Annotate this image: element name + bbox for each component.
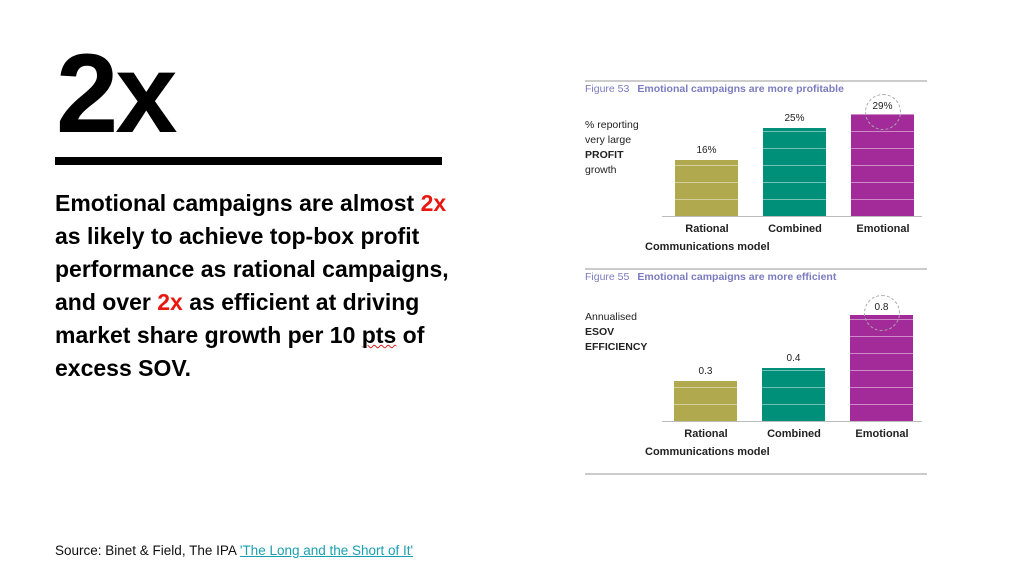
text: of excess SOV. xyxy=(55,322,425,381)
x-axis-title: Communications model xyxy=(645,241,770,253)
y-label-line: growth xyxy=(585,164,617,176)
figure-title: Figure 53 Emotional campaigns are more pr… xyxy=(585,83,844,95)
x-tick-label: Emotional xyxy=(856,223,910,235)
x-axis-baseline xyxy=(662,216,922,217)
y-axis-label: Annualised ESOV EFFICIENCY xyxy=(585,310,647,355)
highlight: 2x xyxy=(420,190,447,216)
text: as likely to achieve top-box profit perf… xyxy=(55,223,449,315)
source-citation: Source: Binet & Field, The IPA 'The Long… xyxy=(55,543,413,558)
bar-rational xyxy=(675,159,738,216)
bar-rational xyxy=(674,381,737,421)
source-link[interactable]: 'The Long and the Short of It' xyxy=(239,543,414,558)
figure-caption: Emotional campaigns are more profitable xyxy=(637,83,844,95)
bar-combined xyxy=(762,368,825,421)
x-axis-title: Communications model xyxy=(645,446,770,458)
y-label-line: very large xyxy=(585,134,632,146)
x-tick-label: Emotional xyxy=(855,428,909,440)
highlight-circle xyxy=(865,94,901,130)
x-tick-label: Rational xyxy=(684,428,728,440)
figure-number: Figure 53 xyxy=(585,83,630,95)
bar-combined xyxy=(763,128,826,216)
bar-emotional xyxy=(851,114,914,216)
spellcheck-word: pts xyxy=(361,322,397,348)
y-label-line: ESOV xyxy=(585,326,615,338)
y-label-line: % reporting xyxy=(585,119,639,131)
data-label: 0.4 xyxy=(786,353,801,364)
y-axis-label: % reporting very large PROFIT growth xyxy=(585,118,639,178)
data-label: 25% xyxy=(784,113,805,125)
headline: 2x xyxy=(56,31,178,156)
bar-emotional xyxy=(850,315,913,421)
body-text: Emotional campaigns are almost 2x as lik… xyxy=(55,187,475,385)
figure-number: Figure 55 xyxy=(585,271,630,283)
x-tick-label: Combined xyxy=(767,428,821,440)
y-label-line: EFFICIENCY xyxy=(585,341,648,353)
x-tick-label: Rational xyxy=(685,223,729,235)
highlight: 2x xyxy=(157,289,183,315)
figure-title: Figure 55 Emotional campaigns are more ef… xyxy=(585,271,836,283)
divider xyxy=(55,157,442,165)
chart-top-rule xyxy=(585,268,927,270)
text: Emotional campaigns are almost xyxy=(55,190,421,216)
data-label: 16% xyxy=(696,144,717,156)
source-text: Source: Binet & Field, The IPA xyxy=(55,543,240,558)
chart-top-rule xyxy=(585,80,927,82)
data-label: 0.3 xyxy=(698,366,713,378)
y-label-line: PROFIT xyxy=(585,149,624,161)
figure-caption: Emotional campaigns are more efficient xyxy=(637,271,837,283)
x-axis-baseline xyxy=(662,421,922,422)
highlight-circle xyxy=(864,295,900,331)
x-tick-label: Combined xyxy=(768,223,822,235)
y-label-line: Annualised xyxy=(585,311,637,323)
chart-bottom-rule xyxy=(585,473,927,475)
text: as efficient at driving market share gro… xyxy=(55,289,420,348)
